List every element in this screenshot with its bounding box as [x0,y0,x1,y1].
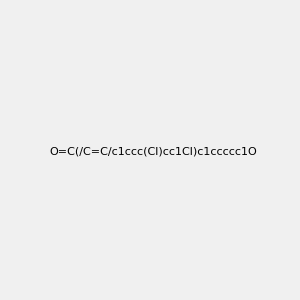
Text: O=C(/C=C/c1ccc(Cl)cc1Cl)c1ccccc1O: O=C(/C=C/c1ccc(Cl)cc1Cl)c1ccccc1O [50,146,258,157]
